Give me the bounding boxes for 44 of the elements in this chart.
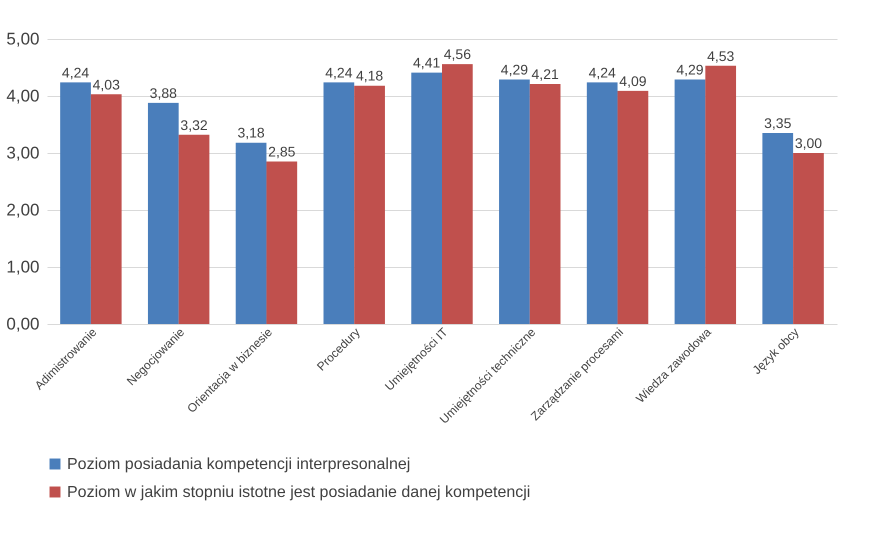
data-label: 3,18 — [237, 124, 265, 141]
y-tick-label: 5,00 — [6, 30, 40, 48]
y-tick-label: 3,00 — [6, 144, 40, 162]
y-tick-label: 2,00 — [6, 200, 40, 220]
bar — [236, 142, 266, 324]
data-label: 4,21 — [532, 66, 559, 82]
y-tick-label: 4,00 — [6, 86, 40, 106]
data-label: 4,41 — [413, 54, 440, 71]
data-label: 3,32 — [180, 116, 208, 133]
bar — [411, 72, 442, 324]
data-label: 3,00 — [794, 135, 822, 151]
bar — [354, 86, 385, 324]
bar — [266, 162, 298, 324]
legend-label: Poziom posiadania kompetencji interpresonalnej — [67, 456, 410, 473]
data-label: 4,24 — [588, 64, 616, 80]
y-tick-label: 1,00 — [6, 258, 40, 276]
data-label: 4,03 — [92, 76, 120, 92]
bar — [586, 82, 618, 324]
bar — [674, 79, 706, 324]
legend-label: Poziom w jakim stopniu istotne jest posiadanie danej kompetencji — [67, 484, 530, 501]
bar — [499, 79, 530, 324]
bar — [793, 153, 824, 324]
data-label: 4,24 — [325, 64, 353, 80]
data-label: 4,56 — [444, 46, 472, 62]
bar — [60, 82, 91, 324]
bar — [618, 90, 648, 324]
bar — [90, 94, 122, 324]
bar — [442, 64, 473, 324]
bar — [705, 66, 736, 324]
data-label: 4,53 — [707, 48, 735, 64]
bar — [148, 102, 179, 324]
data-label: 4,29 — [676, 61, 704, 78]
bar — [762, 133, 794, 324]
data-label: 2,85 — [268, 144, 296, 160]
bar — [324, 82, 354, 324]
data-label: 4,18 — [356, 68, 384, 84]
y-tick-label: 0,00 — [6, 314, 40, 334]
bar — [530, 84, 560, 324]
bar — [178, 134, 210, 324]
data-label: 4,24 — [62, 64, 90, 80]
data-label: 4,09 — [619, 72, 647, 89]
data-label: 3,35 — [764, 115, 792, 132]
data-label: 3,88 — [150, 84, 178, 101]
data-label: 4,29 — [500, 61, 528, 78]
